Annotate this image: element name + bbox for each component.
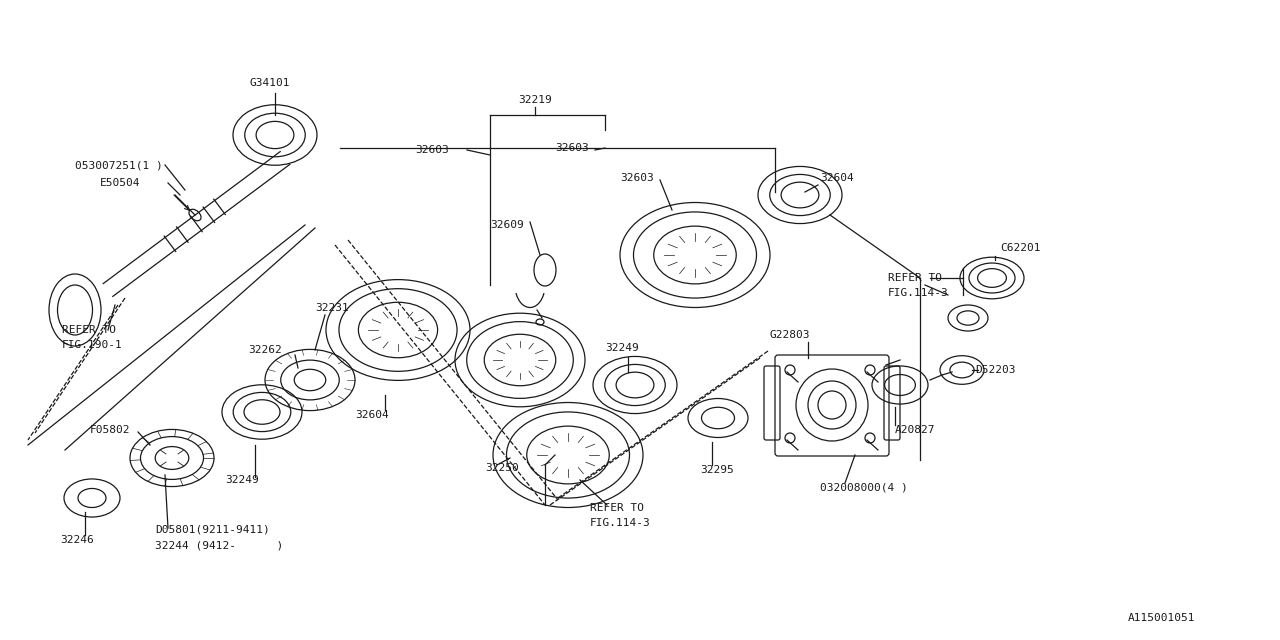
Text: 32609: 32609 bbox=[490, 220, 524, 230]
Text: 053007251(1 ): 053007251(1 ) bbox=[76, 160, 163, 170]
Text: FIG.190-1: FIG.190-1 bbox=[61, 340, 123, 350]
Text: F05802: F05802 bbox=[90, 425, 131, 435]
Text: 32249: 32249 bbox=[605, 343, 639, 353]
Text: FIG.114-3: FIG.114-3 bbox=[590, 518, 650, 528]
Text: 32603: 32603 bbox=[556, 143, 589, 153]
Text: 32604: 32604 bbox=[820, 173, 854, 183]
Text: 32219: 32219 bbox=[518, 95, 552, 105]
Text: 32603: 32603 bbox=[415, 145, 449, 155]
Text: 32262: 32262 bbox=[248, 345, 282, 355]
Text: 32244 (9412-      ): 32244 (9412- ) bbox=[155, 540, 283, 550]
Text: FIG.114-3: FIG.114-3 bbox=[888, 288, 948, 298]
Text: 032008000(4 ): 032008000(4 ) bbox=[820, 483, 908, 493]
Text: 32246: 32246 bbox=[60, 535, 93, 545]
Text: G34101: G34101 bbox=[250, 78, 291, 88]
Text: 32604: 32604 bbox=[355, 410, 389, 420]
Text: 32231: 32231 bbox=[315, 303, 348, 313]
Text: G22803: G22803 bbox=[771, 330, 810, 340]
Text: 32603: 32603 bbox=[620, 173, 654, 183]
Text: D05801(9211-9411): D05801(9211-9411) bbox=[155, 525, 270, 535]
Text: 32250: 32250 bbox=[485, 463, 518, 473]
Text: REFER TO: REFER TO bbox=[888, 273, 942, 283]
Text: C62201: C62201 bbox=[1000, 243, 1041, 253]
Text: REFER TO: REFER TO bbox=[61, 325, 116, 335]
Text: E50504: E50504 bbox=[100, 178, 141, 188]
Text: 32249: 32249 bbox=[225, 475, 259, 485]
Text: A115001051: A115001051 bbox=[1128, 613, 1196, 623]
Text: REFER TO: REFER TO bbox=[590, 503, 644, 513]
Text: D52203: D52203 bbox=[975, 365, 1015, 375]
Text: 32295: 32295 bbox=[700, 465, 733, 475]
Text: A20827: A20827 bbox=[895, 425, 936, 435]
